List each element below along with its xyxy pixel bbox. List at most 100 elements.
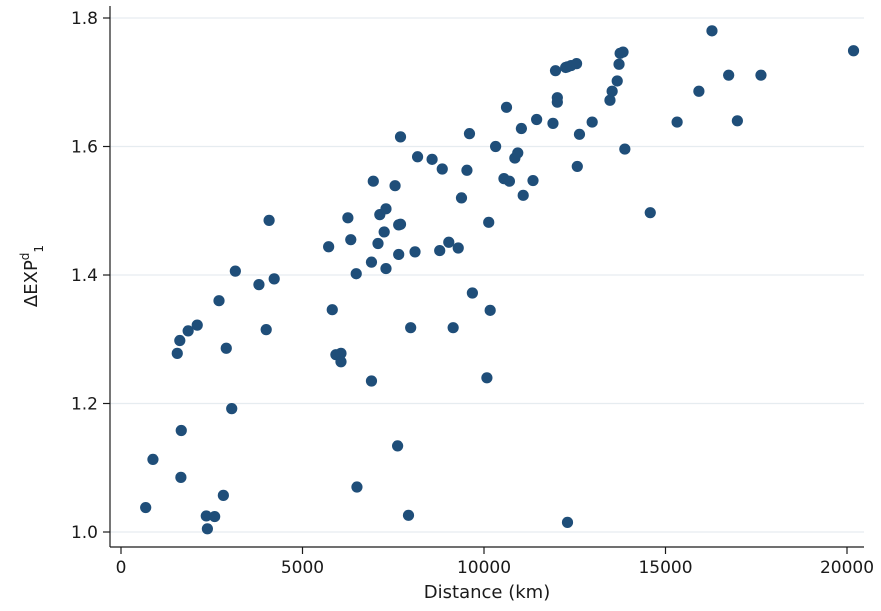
data-point bbox=[393, 248, 405, 261]
data-point bbox=[644, 207, 656, 219]
data-point bbox=[345, 234, 357, 246]
data-point bbox=[490, 140, 502, 153]
data-point bbox=[549, 65, 562, 77]
data-point bbox=[466, 287, 478, 299]
data-point bbox=[402, 509, 415, 521]
data-point bbox=[175, 424, 187, 437]
data-point bbox=[365, 375, 378, 387]
data-point bbox=[217, 489, 229, 501]
data-point bbox=[586, 116, 598, 128]
data-point bbox=[389, 180, 401, 192]
data-point bbox=[547, 117, 559, 129]
data-point bbox=[220, 342, 232, 354]
data-point bbox=[551, 96, 563, 108]
y-tick-label: 1.2 bbox=[71, 395, 98, 415]
data-point bbox=[447, 322, 459, 334]
data-point bbox=[443, 236, 455, 248]
data-point bbox=[755, 69, 767, 81]
data-point bbox=[411, 151, 424, 163]
data-point bbox=[573, 128, 586, 140]
data-point bbox=[226, 403, 238, 415]
y-tick-label: 1.8 bbox=[71, 9, 98, 29]
data-point bbox=[263, 214, 275, 226]
data-point bbox=[604, 94, 616, 106]
data-point bbox=[335, 356, 347, 368]
data-point bbox=[706, 25, 718, 37]
gridlines bbox=[110, 17, 864, 533]
y-tick-label: 1.0 bbox=[71, 523, 98, 543]
data-point bbox=[461, 164, 473, 176]
data-point bbox=[372, 237, 384, 250]
data-point bbox=[426, 153, 438, 165]
y-axis-title-superscript: d bbox=[18, 253, 32, 261]
data-point bbox=[723, 69, 735, 81]
data-point bbox=[175, 471, 187, 483]
data-point bbox=[350, 268, 362, 280]
data-point bbox=[503, 175, 516, 187]
data-point bbox=[147, 453, 159, 465]
y-axis-title: ΔEXPd1 bbox=[18, 245, 46, 307]
x-tick-label: 0 bbox=[116, 558, 127, 578]
data-point bbox=[229, 265, 241, 277]
data-point bbox=[500, 101, 513, 113]
data-point bbox=[671, 116, 683, 128]
data-point bbox=[335, 347, 347, 359]
data-point bbox=[617, 46, 629, 58]
data-point bbox=[484, 304, 496, 316]
x-tick-label: 15000 bbox=[638, 558, 692, 578]
data-point bbox=[409, 246, 421, 258]
data-point bbox=[380, 203, 392, 215]
data-point bbox=[326, 304, 338, 316]
data-point bbox=[436, 163, 448, 175]
data-point bbox=[182, 325, 194, 337]
data-point bbox=[481, 372, 493, 384]
data-point bbox=[342, 212, 354, 224]
data-point bbox=[611, 75, 623, 87]
data-point bbox=[483, 216, 495, 228]
data-point bbox=[200, 510, 212, 522]
x-tick-label: 20000 bbox=[820, 558, 874, 578]
data-point bbox=[209, 510, 221, 523]
data-point bbox=[174, 334, 186, 347]
data-point bbox=[323, 241, 335, 253]
data-point bbox=[606, 85, 618, 97]
data-point bbox=[394, 218, 407, 230]
data-point bbox=[392, 440, 404, 452]
data-point bbox=[512, 147, 524, 159]
data-point bbox=[380, 262, 392, 275]
data-point bbox=[463, 128, 476, 140]
data-point bbox=[613, 58, 625, 70]
x-tick-label: 10000 bbox=[457, 558, 511, 578]
data-point bbox=[515, 122, 527, 135]
data-point bbox=[619, 143, 631, 155]
y-ticks: 1.0 1.2 1.4 1.6 1.8 bbox=[71, 9, 110, 543]
data-point bbox=[452, 242, 464, 254]
data-point bbox=[455, 192, 468, 204]
data-point bbox=[394, 131, 407, 143]
data-point bbox=[260, 324, 272, 336]
y-axis-title-base: ΔEXP bbox=[21, 260, 42, 307]
x-tick-label: 5000 bbox=[281, 558, 324, 578]
plot-points bbox=[140, 25, 860, 535]
x-axis-title: Distance (km) bbox=[424, 582, 550, 603]
data-point bbox=[561, 516, 574, 528]
y-tick-label: 1.4 bbox=[71, 266, 98, 286]
data-point bbox=[201, 523, 213, 535]
data-point bbox=[351, 481, 363, 493]
y-tick-label: 1.6 bbox=[71, 138, 98, 158]
data-point bbox=[268, 273, 280, 285]
data-point bbox=[527, 174, 539, 187]
data-point bbox=[531, 113, 543, 126]
x-ticks: 0 5000 10000 15000 20000 bbox=[116, 547, 874, 578]
data-point bbox=[365, 256, 378, 268]
data-point bbox=[253, 279, 265, 291]
y-axis-title-subscript: 1 bbox=[32, 245, 46, 253]
data-point bbox=[570, 58, 583, 70]
data-point bbox=[171, 347, 183, 359]
data-point bbox=[693, 85, 705, 97]
data-point bbox=[213, 295, 225, 307]
data-point bbox=[405, 322, 417, 334]
data-point bbox=[367, 175, 379, 187]
data-point bbox=[731, 115, 743, 127]
